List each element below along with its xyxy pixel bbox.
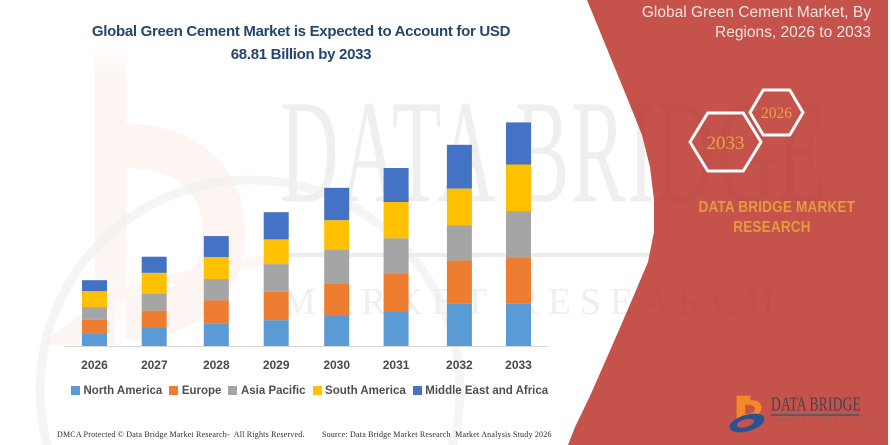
svg-text:2033: 2033 [707, 133, 745, 154]
svg-text:2026: 2026 [761, 105, 792, 122]
